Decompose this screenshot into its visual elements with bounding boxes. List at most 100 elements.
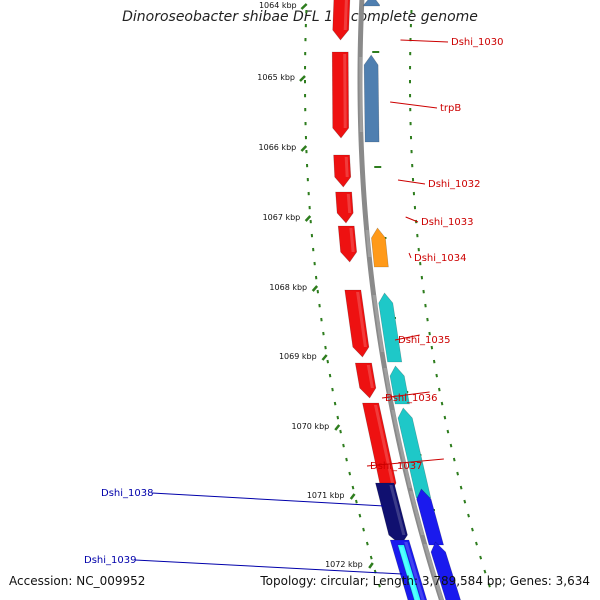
minor-tick xyxy=(358,513,362,518)
minor-tick xyxy=(377,583,381,588)
minor-tick xyxy=(435,373,438,378)
label-leader-line xyxy=(366,458,444,467)
gene-label-dshi-1038[interactable]: Dshi_1038 xyxy=(101,488,153,499)
minor-tick xyxy=(475,541,478,546)
gene-arrow-dshi-1039-blue[interactable] xyxy=(430,541,464,600)
minor-tick xyxy=(331,387,334,392)
minor-tick xyxy=(483,569,487,574)
gene-label-dshi-1036[interactable]: Dshi_1036 xyxy=(385,393,437,404)
gene-arrow-dshi-1034-shine xyxy=(365,230,372,257)
gene-arrow-trpb[interactable] xyxy=(363,54,380,143)
gene-arrow-dshi-1039-aqua[interactable] xyxy=(397,544,421,600)
minor-tick xyxy=(449,443,453,448)
kbp-tick-label: 1071 kbp xyxy=(307,491,345,500)
gene-arrow-dshi-1036[interactable] xyxy=(389,365,410,405)
gene-arrow-dshi-1036-red[interactable] xyxy=(354,362,377,399)
gene-arrow-dshi-1030[interactable] xyxy=(332,0,351,41)
minor-tick xyxy=(432,359,436,364)
gene-arrow-dshi-1035[interactable] xyxy=(344,289,370,358)
major-tick xyxy=(300,3,308,10)
kbp-tick-label: 1067 kbp xyxy=(263,213,301,222)
gene-arrow-dshi-1030-shine xyxy=(343,0,348,30)
tick-marks: 1064 kbp 1065 kbp 1066 kbp 1067 kbp 1068 kbp… xyxy=(257,1,491,588)
gene-arrow-dshi-1035-cyan[interactable] xyxy=(378,292,403,363)
gene-arrow-dshi-1038-shine xyxy=(389,485,406,535)
gene-label-dshi-1030[interactable]: Dshi_1030 xyxy=(451,37,503,48)
minor-tick xyxy=(463,499,467,504)
gene-arrow-dshi-1039-blue-shine xyxy=(423,544,444,600)
gene-arrow-dshi-1035-cyan-shine xyxy=(372,295,384,352)
minor-tick xyxy=(456,471,459,476)
major-tick xyxy=(311,285,319,292)
label-leader-line xyxy=(134,559,403,575)
major-tick xyxy=(321,354,328,361)
gene-arrow-dshi-1036-red-shine xyxy=(366,365,374,388)
gene-labels[interactable]: Dshi_1030 trpB Dshi_1032 Dshi_1033 Dshi_1034… xyxy=(84,37,503,575)
label-leader-line xyxy=(151,492,384,507)
gene-arrow-dshi-1037-cyan-shine xyxy=(391,410,412,488)
gene-arrow-dshi-1030b[interactable] xyxy=(331,51,350,139)
gene-label-dshi-1039[interactable]: Dshi_1039 xyxy=(84,555,136,566)
gene-label-dshi-1034[interactable]: Dshi_1034 xyxy=(414,253,466,264)
label-leader-line xyxy=(390,101,438,109)
gene-arrow-dshi-1032-shine xyxy=(344,157,349,177)
label-leader-line xyxy=(381,391,430,399)
minor-tick xyxy=(362,527,365,532)
minor-tick xyxy=(446,429,450,434)
minor-tick xyxy=(342,443,345,448)
minor-tick xyxy=(355,499,358,504)
gene-arrow-trpb-shine xyxy=(359,57,363,132)
kbp-tick-label: 1065 kbp xyxy=(257,73,295,82)
map-title: Dinoroseobacter shibae DFL 12, complete … xyxy=(122,9,478,25)
kbp-tick-label: 1064 kbp xyxy=(259,1,297,10)
major-tick xyxy=(349,493,356,500)
label-leader-line xyxy=(400,39,449,43)
gene-label-dshi-1035[interactable]: Dshi_1035 xyxy=(398,335,450,346)
minor-tick xyxy=(440,401,444,406)
minor-tick xyxy=(479,555,483,560)
minor-tick xyxy=(365,541,369,546)
gene-features[interactable] xyxy=(331,0,464,600)
accession-label: Accession: NC_009952 xyxy=(9,574,146,588)
gene-label-dshi-1032[interactable]: Dshi_1032 xyxy=(428,179,480,190)
minor-tick xyxy=(438,387,441,392)
minor-tick xyxy=(369,555,373,560)
minor-tick xyxy=(333,401,337,406)
label-leader-line xyxy=(394,334,420,341)
gene-arrow-top-blue[interactable] xyxy=(363,0,381,7)
minor-tick xyxy=(487,583,491,588)
gene-arrow-dshi-1032[interactable] xyxy=(333,154,352,188)
minor-tick xyxy=(351,485,355,490)
genome-backbone xyxy=(357,0,445,600)
gene-arrow-dshi-1034-red-shine xyxy=(349,228,355,252)
major-tick xyxy=(300,145,308,152)
minor-tick xyxy=(345,457,348,462)
major-tick xyxy=(368,562,374,569)
kbp-tick-label: 1069 kbp xyxy=(279,352,317,361)
gene-arrow-dshi-1033-shine xyxy=(346,194,352,213)
gene-label-trpb[interactable]: trpB xyxy=(440,103,461,114)
kbp-tick-label: 1066 kbp xyxy=(259,143,297,152)
gene-arrow-dshi-1034[interactable] xyxy=(371,227,389,268)
major-tick xyxy=(299,75,306,82)
minor-tick xyxy=(339,429,342,434)
gene-label-dshi-1037[interactable]: Dshi_1037 xyxy=(370,461,422,472)
minor-tick xyxy=(328,373,332,378)
kbp-tick-label: 1072 kbp xyxy=(325,560,363,569)
gene-arrow-dshi-1039-aqua-shine xyxy=(399,547,419,600)
minor-tick xyxy=(467,513,470,518)
genome-stats: Topology: circular; Length: 3,789,584 bp… xyxy=(260,574,590,588)
gene-arrow-dshi-1033[interactable] xyxy=(335,191,354,224)
gene-label-dshi-1033[interactable]: Dshi_1033 xyxy=(421,217,473,228)
minor-tick xyxy=(459,485,463,490)
gene-arrow-dshi-1039-shine xyxy=(404,542,425,600)
gene-arrow-dshi-1030b-shine xyxy=(343,54,347,128)
minor-tick xyxy=(326,359,329,364)
label-leader-line xyxy=(397,179,426,185)
gene-arrow-dshi-1038-blue-shine xyxy=(409,491,425,535)
minor-tick xyxy=(471,527,474,532)
major-tick xyxy=(334,424,341,431)
gene-arrow-dshi-1034-red[interactable] xyxy=(337,225,358,263)
minor-tick xyxy=(430,345,434,350)
